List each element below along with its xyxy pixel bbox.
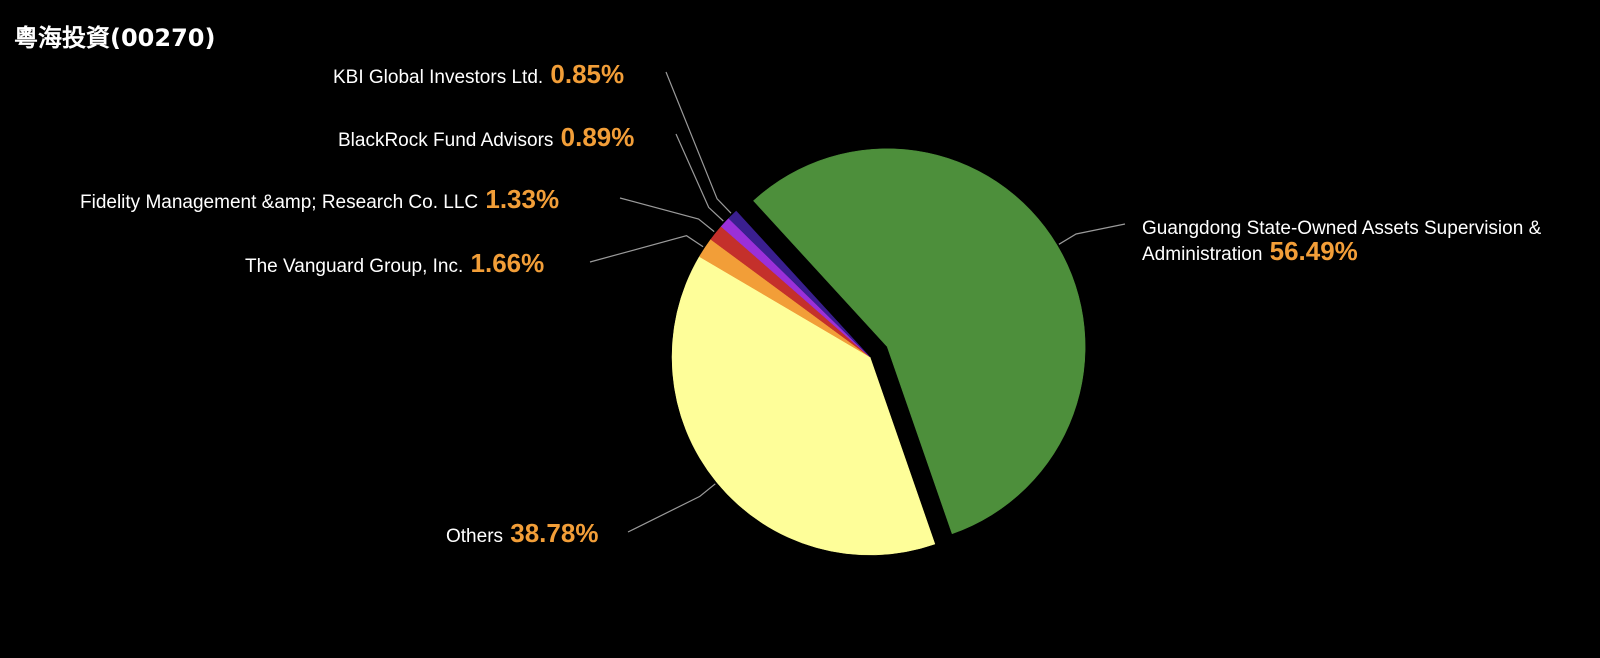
slice-label-name: Administration <box>1142 244 1262 265</box>
slice-label-blackrock-fund-advisors: BlackRock Fund Advisors 0.89% <box>338 122 634 152</box>
leader-line-guangdong-state-owned-assets-supervision-administration <box>1058 223 1126 245</box>
pie-slice-others[interactable] <box>671 256 936 556</box>
slice-label-value: 1.66% <box>463 248 544 278</box>
slice-label-name: The Vanguard Group, Inc. <box>245 256 463 277</box>
leader-lines <box>589 71 1126 533</box>
slice-label-guangdong-state-owned-assets-supervision-administration: Guangdong State-Owned Assets Supervision… <box>1142 218 1542 266</box>
leader-line-fidelity-management-and-research-co-llc <box>619 197 715 233</box>
slice-label-fidelity-management-and-research-co-llc: Fidelity Management &amp; Research Co. L… <box>80 184 559 214</box>
slice-label-kbi-global-investors-ltd: KBI Global Investors Ltd. 0.85% <box>333 59 624 89</box>
pie-slice-kbi-global-investors-ltd[interactable] <box>728 210 871 358</box>
leader-line-blackrock-fund-advisors <box>675 133 724 222</box>
slice-label-others: Others 38.78% <box>446 518 598 548</box>
slice-label-name: Fidelity Management &amp; Research Co. L… <box>80 192 478 213</box>
slice-labels: Guangdong State-Owned Assets Supervision… <box>80 59 1542 548</box>
slice-label-the-vanguard-group-inc: The Vanguard Group, Inc. 1.66% <box>245 248 544 278</box>
leader-line-the-vanguard-group-inc <box>589 235 704 263</box>
slice-label-value: 0.89% <box>553 122 634 152</box>
pie-slice-guangdong-state-owned-assets-supervision-administration[interactable] <box>753 148 1086 535</box>
slice-label-name: BlackRock Fund Advisors <box>338 130 553 151</box>
slice-label-value: 38.78% <box>503 518 598 548</box>
slice-label-value: 0.85% <box>543 59 624 89</box>
leader-line-kbi-global-investors-ltd <box>665 71 732 214</box>
pie-slices <box>671 148 1086 556</box>
slice-label-name: Others <box>446 526 503 547</box>
slice-label-value: 1.33% <box>478 184 559 214</box>
slice-label-name: KBI Global Investors Ltd. <box>333 67 543 88</box>
slice-label-value: 56.49% <box>1262 236 1357 266</box>
slice-label-name: Guangdong State-Owned Assets Supervision… <box>1142 218 1542 239</box>
chart-title: 粵海投資(00270) <box>14 24 216 52</box>
leader-line-others <box>627 483 716 533</box>
